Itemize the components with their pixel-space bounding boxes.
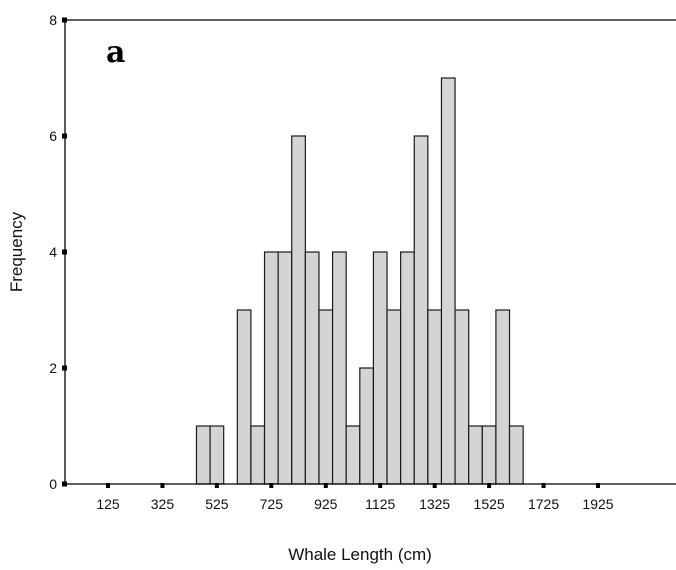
histogram-bar (359, 367, 375, 485)
x-tick-label: 525 (205, 496, 229, 512)
y-ticks-group: 0 2 4 6 8 (49, 12, 67, 492)
y-tick-mark (62, 249, 67, 255)
x-tick-mark (378, 483, 383, 488)
y-tick-label: 6 (49, 128, 57, 144)
x-tick-mark (269, 483, 274, 488)
x-tick-mark (106, 483, 110, 488)
x-tick-mark (541, 483, 546, 488)
x-tick-label: 1125 (365, 496, 395, 512)
histogram-bar (386, 309, 402, 485)
x-tick-label: 925 (314, 496, 338, 512)
y-tick-label: 2 (49, 360, 57, 376)
x-ticks-group: 125 325 525 725 925 1125 1325 1525 1725 1925 (96, 483, 614, 512)
y-tick-mark (62, 17, 67, 23)
histogram-bar (495, 309, 511, 485)
x-tick-mark (487, 483, 492, 488)
histogram-bar (318, 309, 334, 485)
histogram-bar (400, 251, 415, 485)
histogram-bar (195, 425, 211, 485)
x-tick-label: 725 (260, 496, 284, 512)
x-tick-label: 1525 (474, 496, 505, 512)
x-tick-label: 125 (96, 496, 120, 512)
x-axis-title: Whale Length (cm) (288, 545, 432, 564)
y-tick-label: 4 (49, 244, 57, 260)
histogram-bar (427, 309, 443, 485)
histogram-bar (481, 425, 497, 485)
x-tick-mark (160, 483, 165, 488)
histogram-bar (345, 425, 361, 485)
x-tick-mark (323, 483, 328, 488)
y-axis-title: Frequency (7, 211, 26, 292)
histogram-bar (508, 425, 524, 485)
x-tick-mark (596, 483, 600, 488)
histogram-bar (440, 77, 456, 485)
x-tick-label: 1725 (528, 496, 559, 512)
y-tick-label: 8 (49, 12, 57, 28)
histogram-bar (250, 425, 266, 485)
y-tick-label: 0 (49, 476, 57, 492)
bars-group (195, 77, 524, 485)
x-tick-label: 325 (151, 496, 175, 512)
x-tick-label: 1325 (419, 496, 450, 512)
histogram-bar (454, 309, 470, 485)
histogram-bar (263, 251, 279, 485)
y-tick-mark (62, 481, 67, 487)
histogram-bar (331, 251, 347, 485)
x-tick-label: 1925 (582, 496, 613, 512)
y-tick-mark (62, 133, 67, 139)
x-tick-mark (214, 483, 219, 488)
histogram-bar (277, 251, 293, 485)
histogram-bar (372, 251, 388, 485)
histogram-bar (413, 135, 429, 485)
histogram-bar (291, 135, 306, 485)
x-tick-mark (432, 483, 437, 488)
panel-label: a (106, 35, 125, 70)
y-tick-mark (62, 365, 67, 371)
histogram-bar (468, 425, 483, 485)
histogram-bar (209, 425, 225, 485)
histogram-bar (236, 309, 252, 485)
histogram-bar (304, 251, 320, 485)
